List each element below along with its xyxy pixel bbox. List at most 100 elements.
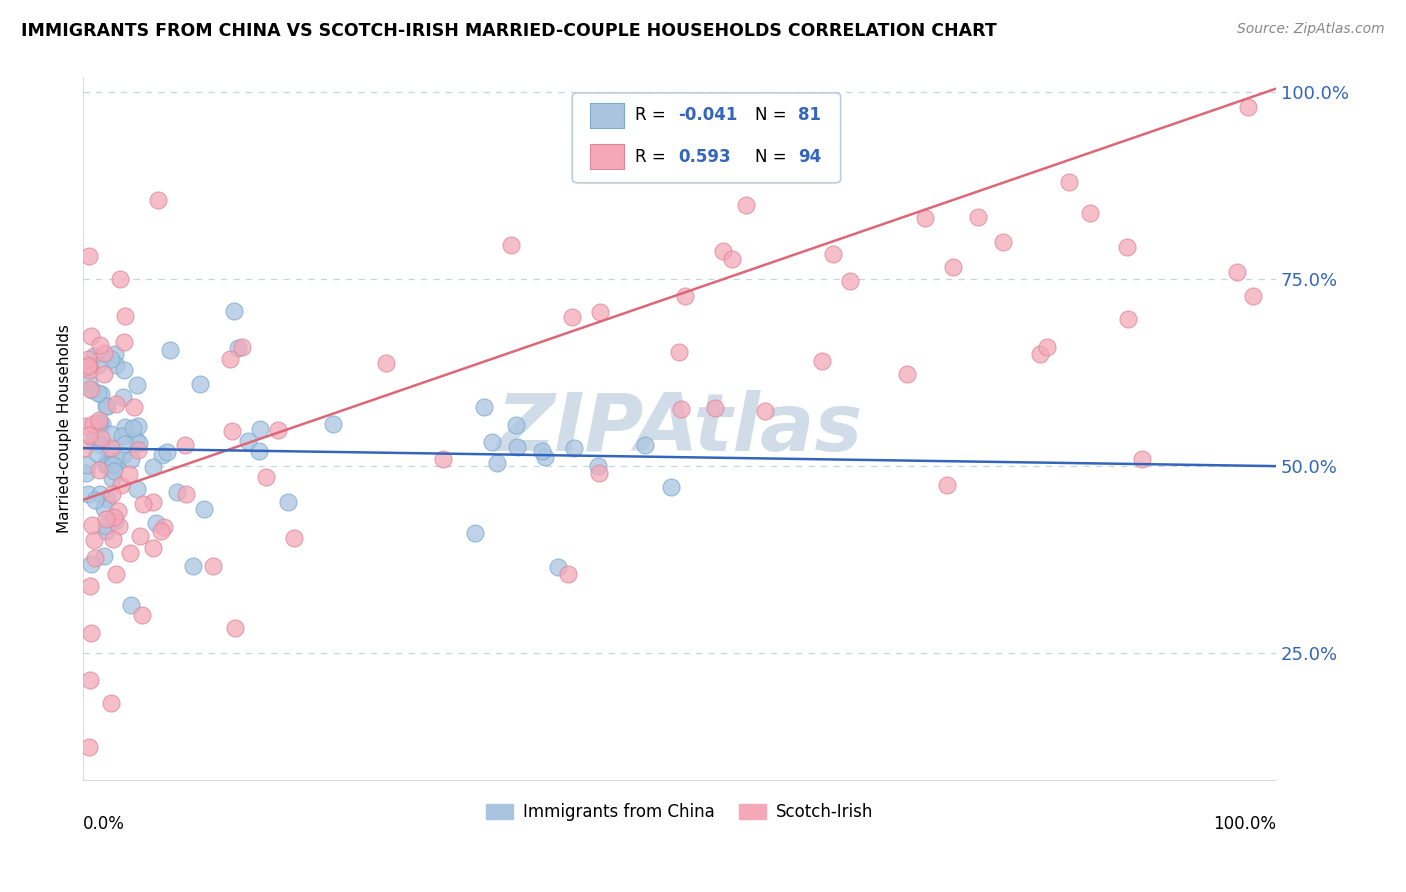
Point: [93, 367, 115, 381]
Point: [129, 529, 152, 543]
Point: [896, 367, 918, 381]
Point: [562, 441, 585, 455]
Point: [89, 413, 111, 427]
Point: [150, 448, 173, 462]
Point: [96, 492, 118, 507]
FancyBboxPatch shape: [591, 103, 624, 128]
Point: [91, 417, 114, 431]
Point: [114, 309, 136, 323]
Point: [93, 549, 115, 564]
Point: [128, 435, 150, 450]
Point: [101, 471, 124, 485]
Text: 0.0%: 0.0%: [83, 815, 125, 833]
Point: [668, 345, 690, 359]
Point: [107, 518, 129, 533]
Point: [90, 438, 112, 452]
Point: [823, 246, 845, 260]
Text: Source: ZipAtlas.com: Source: ZipAtlas.com: [1237, 22, 1385, 37]
FancyBboxPatch shape: [572, 93, 841, 183]
Point: [659, 480, 682, 494]
Text: IMMIGRANTS FROM CHINA VS SCOTCH-IRISH MARRIED-COUPLE HOUSEHOLDS CORRELATION CHAR: IMMIGRANTS FROM CHINA VS SCOTCH-IRISH MA…: [21, 22, 997, 40]
Point: [283, 531, 305, 545]
Point: [77, 358, 100, 372]
Point: [77, 359, 100, 373]
Point: [89, 487, 111, 501]
Point: [226, 341, 249, 355]
Point: [107, 504, 129, 518]
Point: [101, 458, 124, 472]
Point: [93, 345, 115, 359]
Point: [73, 441, 96, 455]
Point: [181, 559, 204, 574]
Point: [156, 444, 179, 458]
Point: [224, 303, 246, 318]
Point: [96, 399, 118, 413]
Point: [142, 541, 165, 556]
Point: [87, 385, 110, 400]
Text: ZIPAtlas: ZIPAtlas: [496, 390, 863, 467]
Point: [193, 502, 215, 516]
Point: [121, 451, 143, 466]
Point: [120, 599, 142, 613]
Point: [188, 376, 211, 391]
Point: [153, 520, 176, 534]
Point: [96, 456, 118, 470]
Point: [127, 482, 149, 496]
Point: [472, 401, 495, 415]
Legend: Immigrants from China, Scotch-Irish: Immigrants from China, Scotch-Irish: [479, 797, 880, 828]
Point: [76, 352, 98, 367]
Point: [634, 438, 657, 452]
Point: [80, 517, 103, 532]
Point: [79, 382, 101, 396]
Point: [201, 558, 224, 573]
Point: [90, 387, 112, 401]
Point: [1241, 289, 1264, 303]
Point: [79, 579, 101, 593]
Text: R =: R =: [636, 106, 672, 125]
Point: [505, 418, 527, 433]
Point: [145, 516, 167, 530]
Point: [76, 458, 98, 472]
Point: [75, 466, 97, 480]
Point: [1078, 206, 1101, 220]
Point: [127, 443, 149, 458]
Point: [711, 244, 734, 258]
Point: [735, 198, 758, 212]
Point: [224, 621, 246, 635]
Point: [104, 347, 127, 361]
Point: [90, 431, 112, 445]
Point: [811, 353, 834, 368]
Point: [166, 485, 188, 500]
Point: [174, 438, 197, 452]
Point: [534, 450, 557, 465]
Point: [125, 378, 148, 392]
Y-axis label: Married-couple Households: Married-couple Households: [58, 325, 72, 533]
Point: [112, 363, 135, 377]
Point: [249, 422, 271, 436]
Point: [125, 434, 148, 448]
Point: [100, 441, 122, 455]
FancyBboxPatch shape: [591, 145, 624, 169]
Point: [110, 271, 132, 285]
Point: [77, 249, 100, 263]
Point: [77, 739, 100, 754]
Point: [176, 487, 198, 501]
Point: [79, 363, 101, 377]
Point: [94, 458, 117, 472]
Point: [1036, 340, 1059, 354]
Point: [122, 400, 145, 414]
Point: [1116, 239, 1139, 253]
Point: [561, 310, 583, 324]
Point: [254, 470, 277, 484]
Point: [112, 334, 135, 349]
Point: [103, 464, 125, 478]
Point: [83, 533, 105, 547]
Point: [669, 402, 692, 417]
Point: [94, 524, 117, 538]
Point: [101, 487, 124, 501]
Point: [105, 453, 128, 467]
Point: [148, 194, 170, 208]
Point: [105, 567, 128, 582]
Text: N =: N =: [755, 106, 792, 125]
Point: [159, 343, 181, 357]
